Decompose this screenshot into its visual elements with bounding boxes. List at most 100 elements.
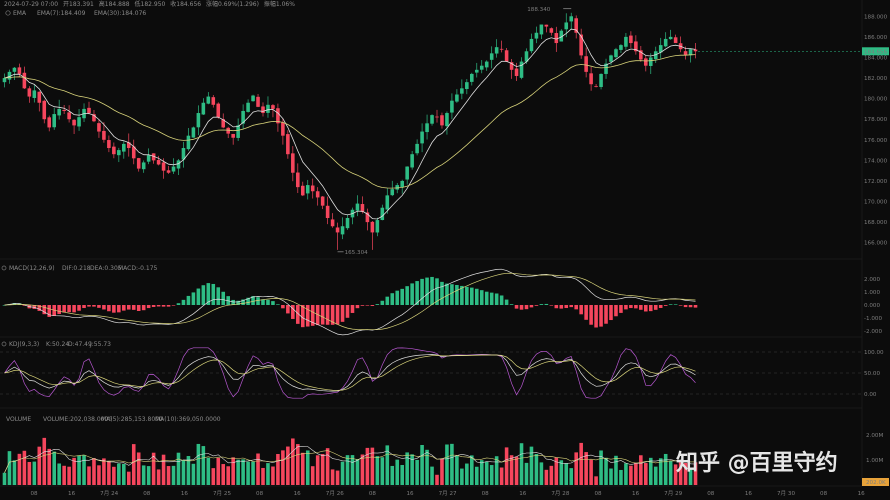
candle-body [634, 41, 638, 52]
candle-body [27, 88, 32, 97]
ema-label: EMA [13, 10, 27, 17]
candle-body [440, 115, 444, 126]
volume-bar [554, 457, 559, 485]
candle-body [276, 108, 280, 124]
macd-bar [574, 305, 578, 310]
candle-body [430, 115, 434, 124]
macd-bar [693, 305, 698, 308]
candle-body [216, 103, 221, 118]
volume-bar [455, 455, 459, 485]
volume-bar [644, 463, 648, 485]
macd-bar [251, 296, 255, 305]
eye-icon[interactable] [5, 10, 11, 16]
volume-bar [201, 446, 206, 485]
volume-bar [574, 452, 578, 485]
macd-bar [430, 276, 434, 305]
candle-body [599, 73, 603, 87]
volume-bar [211, 468, 216, 485]
candle-body [504, 50, 509, 62]
macd-bar [122, 305, 126, 311]
volume-bar [385, 445, 390, 485]
candle-body [355, 203, 360, 211]
candle-body [509, 62, 514, 70]
macd-bar [161, 305, 166, 307]
candle-body [574, 18, 578, 33]
candle-body [161, 162, 166, 171]
ema7-line [4, 28, 696, 220]
volume-bar [648, 457, 653, 485]
macd-bar [425, 277, 429, 305]
macd-bar [609, 305, 613, 321]
candle-body [450, 100, 454, 113]
macd-tick-label: -2.000 [864, 329, 882, 335]
volume-bar [465, 463, 469, 485]
candle-body [37, 91, 42, 103]
candle-body [92, 114, 96, 122]
macd-bar [599, 305, 603, 327]
kdj-tick-label: 50.00 [864, 371, 880, 377]
candle-body [201, 102, 206, 115]
svg-text:VOLUME:202,038.0000: VOLUME:202,038.0000 [43, 416, 112, 423]
macd-bar [335, 305, 340, 325]
macd-bar [653, 305, 658, 310]
candle-body [673, 37, 678, 44]
svg-text:MA(10):369,050.0000: MA(10):369,050.0000 [155, 416, 221, 423]
price-tick-label: 166.000 [864, 241, 888, 247]
candle-body [310, 185, 315, 192]
candle-body [231, 133, 235, 138]
macd-bar [256, 297, 260, 305]
volume-bar [450, 443, 454, 485]
candle-body [484, 61, 489, 68]
candle-body [291, 153, 295, 173]
macd-bar [614, 305, 618, 317]
candle-body [564, 22, 569, 30]
macd-bar [410, 283, 414, 305]
eye-icon[interactable] [1, 341, 7, 347]
candle-body [385, 195, 390, 210]
candle-body [569, 16, 574, 22]
candle-body [395, 185, 400, 190]
volume-bar [693, 462, 698, 485]
volume-bar [673, 464, 678, 485]
time-tick-label: 08 [482, 491, 490, 497]
volume-bar [365, 447, 370, 485]
ema7-value: EMA(7):184.409 [37, 10, 86, 17]
dea-line [4, 272, 696, 331]
volume-bar [161, 454, 166, 485]
eye-icon[interactable] [1, 265, 7, 271]
macd-bar [355, 305, 360, 309]
candle-body [266, 104, 270, 113]
volume-bar [350, 455, 355, 485]
candle-body [693, 49, 698, 52]
macd-bar [2, 305, 7, 306]
volume-bar [440, 458, 444, 485]
macd-tick-label: 1.000 [864, 290, 880, 296]
volume-bar [614, 455, 618, 485]
macd-bar [281, 305, 285, 309]
macd-bar [420, 278, 424, 305]
volume-bar [504, 447, 509, 485]
svg-text:D:47.49: D:47.49 [68, 341, 92, 348]
macd-bar [305, 305, 310, 327]
volume-bar [151, 452, 156, 485]
macd-bar [624, 305, 628, 310]
volume-bar [370, 447, 375, 485]
candle-body [22, 72, 27, 89]
candle-body [549, 28, 554, 33]
candle-body [390, 189, 395, 196]
volume-bar [2, 472, 7, 485]
candle-body [415, 143, 419, 154]
ema30-line [4, 54, 696, 189]
candle-body [126, 142, 131, 149]
candle-body [107, 140, 111, 149]
price-pane: 188.340 165.304 [2, 7, 862, 256]
candle-body [176, 160, 181, 169]
svg-text:VOLUME: VOLUME [6, 416, 31, 423]
price-tick-label: 168.000 [864, 220, 888, 226]
time-axis: 08 16 7月 24 08 16 7月 25 08 16 7月 26 08 16 7月 27 08 16… [30, 490, 865, 497]
macd-bar [445, 283, 449, 305]
volume-bar [544, 469, 549, 485]
volume-bar [634, 462, 638, 485]
vol-ma10-line [4, 450, 696, 473]
